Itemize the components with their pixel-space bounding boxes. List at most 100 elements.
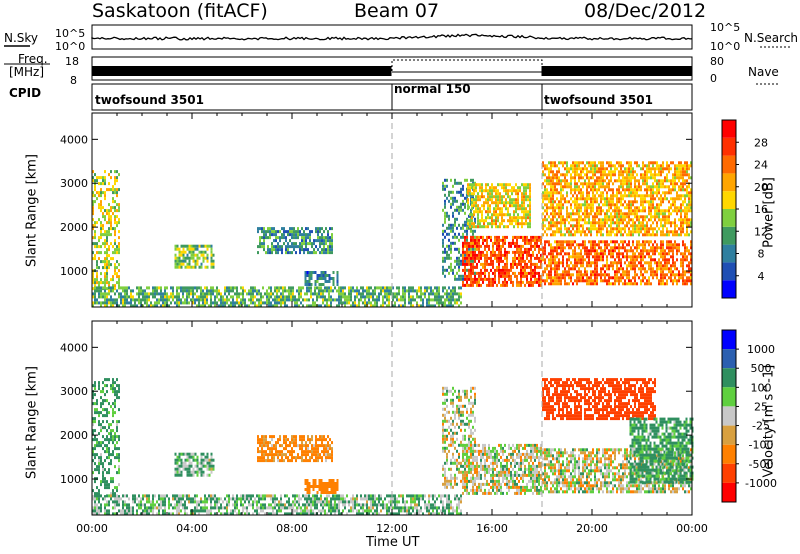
data-cell — [220, 298, 222, 302]
data-cell — [452, 226, 454, 230]
data-cell — [534, 271, 536, 275]
data-cell — [606, 279, 608, 283]
data-cell — [640, 185, 642, 189]
data-cell — [542, 246, 544, 250]
data-cell — [456, 262, 458, 266]
data-cell — [244, 304, 246, 308]
data-cell — [616, 227, 618, 231]
data-cell — [660, 240, 662, 244]
data-cell — [276, 301, 278, 305]
data-cell — [332, 298, 334, 302]
data-cell — [628, 270, 630, 274]
data-cell — [640, 209, 642, 213]
data-cell — [610, 246, 612, 250]
data-cell — [110, 477, 112, 481]
data-cell — [116, 390, 118, 394]
data-cell — [523, 186, 525, 190]
data-cell — [608, 164, 610, 168]
data-cell — [552, 191, 554, 195]
data-cell — [506, 283, 508, 287]
data-cell — [424, 292, 426, 296]
data-cell — [554, 224, 556, 228]
data-cell — [552, 233, 554, 237]
data-cell — [94, 188, 96, 192]
data-cell — [298, 298, 300, 302]
data-cell — [505, 225, 507, 229]
data-cell — [118, 251, 120, 255]
data-cell — [646, 191, 648, 195]
data-cell — [96, 438, 98, 442]
data-cell — [108, 402, 110, 406]
data-cell — [295, 242, 297, 246]
data-cell — [398, 298, 400, 302]
data-cell — [556, 221, 558, 225]
data-cell — [176, 298, 178, 302]
data-cell — [446, 244, 448, 248]
data-cell — [652, 182, 654, 186]
data-cell — [471, 183, 473, 187]
data-cell — [618, 279, 620, 283]
data-cell — [626, 249, 628, 253]
data-cell — [644, 188, 646, 192]
data-cell — [410, 286, 412, 290]
data-cell — [606, 273, 608, 277]
data-cell — [210, 286, 212, 290]
data-cell — [560, 215, 562, 219]
data-cell — [180, 262, 183, 266]
data-cell — [301, 248, 303, 252]
data-cell — [519, 216, 521, 220]
data-cell — [482, 250, 484, 254]
data-cell — [606, 246, 608, 250]
data-cell — [476, 271, 478, 275]
data-cell — [598, 252, 600, 256]
data-cell — [136, 292, 138, 296]
data-cell — [456, 190, 458, 194]
data-cell — [114, 239, 116, 243]
data-cell — [632, 240, 634, 244]
data-cell — [454, 232, 456, 236]
data-cell — [98, 236, 100, 240]
data-cell — [618, 209, 620, 213]
data-cell — [106, 450, 108, 454]
data-cell — [116, 248, 118, 252]
data-cell — [508, 244, 510, 248]
data-cell — [638, 221, 640, 225]
data-cell — [544, 243, 546, 247]
data-cell — [456, 217, 458, 221]
data-cell — [630, 212, 632, 216]
data-cell — [676, 182, 678, 186]
data-cell — [648, 264, 650, 268]
data-cell — [672, 270, 674, 274]
data-cell — [284, 298, 286, 302]
data-cell — [638, 179, 640, 183]
data-cell — [672, 233, 674, 237]
data-cell — [588, 282, 590, 286]
data-cell — [307, 227, 309, 231]
data-cell — [588, 252, 590, 256]
data-cell — [507, 207, 509, 211]
data-cell — [644, 182, 646, 186]
data-cell — [448, 214, 450, 218]
data-cell — [624, 215, 626, 219]
data-cell — [360, 295, 362, 299]
data-cell — [529, 201, 531, 205]
data-cell — [94, 224, 96, 228]
data-cell — [102, 435, 104, 439]
data-cell — [592, 203, 594, 207]
data-cell — [556, 164, 558, 168]
data-cell — [364, 298, 366, 302]
data-cell — [186, 301, 188, 305]
data-cell — [598, 243, 600, 247]
data-cell — [680, 212, 682, 216]
data-cell — [614, 212, 616, 216]
data-cell — [596, 279, 598, 283]
data-cell — [576, 270, 578, 274]
data-cell — [548, 176, 550, 180]
data-cell — [560, 194, 562, 198]
data-cell — [446, 184, 448, 188]
data-cell — [520, 259, 522, 263]
data-cell — [542, 197, 544, 201]
data-cell — [682, 164, 684, 168]
data-cell — [448, 256, 450, 260]
data-cell — [506, 271, 508, 275]
